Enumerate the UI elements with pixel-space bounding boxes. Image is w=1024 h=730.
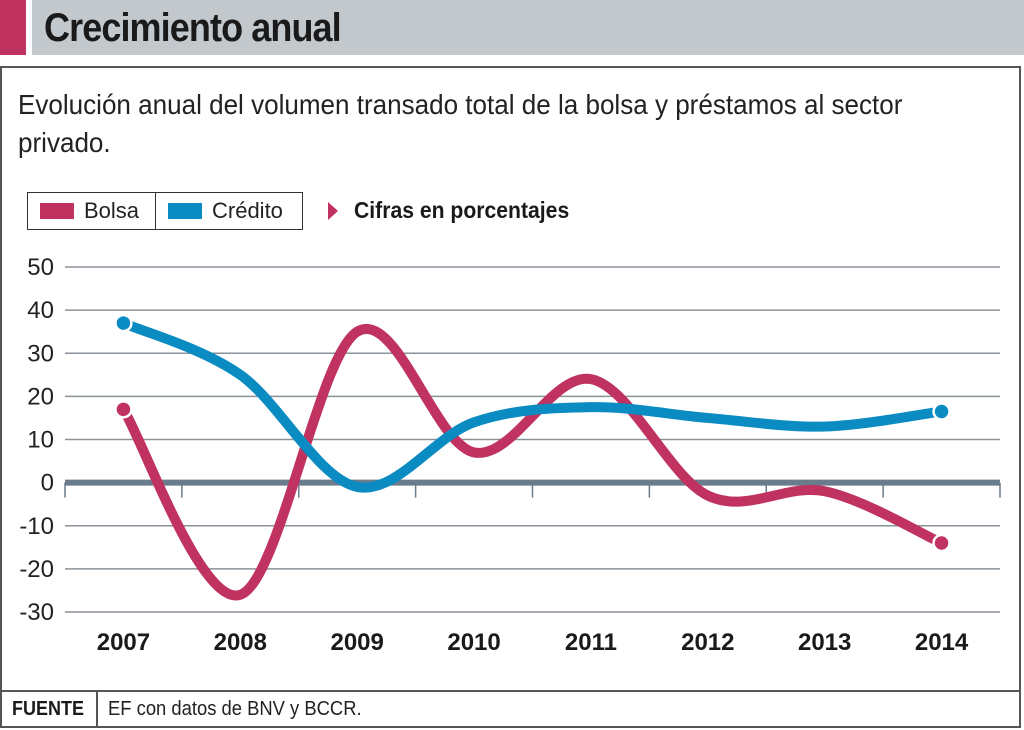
header-accent-bar — [0, 0, 26, 55]
x-tick-label: 2010 — [447, 629, 500, 656]
legend: Bolsa Crédito — [27, 192, 303, 230]
x-tick-label: 2008 — [214, 629, 267, 656]
header-bar — [32, 0, 1024, 55]
endpoint-marker-bolsa — [114, 400, 133, 419]
zero-axis — [64, 479, 1001, 498]
x-tick-label: 2012 — [681, 629, 734, 656]
y-tick-label: 50 — [27, 254, 54, 281]
x-tick-label: 2014 — [915, 629, 969, 656]
endpoint-marker-crdito — [932, 402, 951, 421]
units-note-text: Cifras en porcentajes — [354, 197, 570, 223]
legend-label-credito: Crédito — [212, 198, 283, 223]
x-axis-ticks: 2007 2008 2009 2010 2011 2012 2013 2014 — [97, 629, 969, 656]
units-note: Cifras en porcentajes — [328, 197, 588, 224]
y-tick-label: 20 — [27, 383, 54, 410]
source-label: FUENTE — [12, 698, 84, 720]
y-tick-label: 0 — [41, 470, 54, 497]
gridlines — [65, 266, 1000, 613]
legend-item-bolsa: Bolsa — [28, 193, 156, 229]
y-tick-label: -20 — [19, 556, 54, 583]
y-tick-label: -10 — [19, 513, 54, 540]
y-axis-ticks: 50 40 30 20 10 0 -10 -20 -30 — [19, 254, 54, 626]
endpoint-marker-crdito — [114, 313, 133, 333]
footer-divider — [0, 690, 1021, 692]
x-tick-label: 2009 — [330, 629, 383, 656]
legend-label-bolsa: Bolsa — [84, 198, 140, 223]
source-text: EF con datos de BNV y BCCR. — [108, 698, 362, 720]
triangle-right-icon — [328, 201, 338, 220]
series-lines — [114, 313, 951, 601]
chart-frame — [0, 66, 1021, 728]
legend-item-credito: Crédito — [156, 193, 302, 229]
series-line-bolsa — [118, 324, 947, 601]
y-tick-label: 10 — [27, 427, 54, 454]
endpoint-marker-bolsa — [932, 533, 951, 553]
y-tick-label: 40 — [27, 297, 54, 324]
page-title: Crecimiento anual — [44, 6, 342, 50]
chart-subtitle: Evolución anual del volumen transado tot… — [18, 89, 903, 158]
series-line-crdito — [118, 318, 947, 493]
y-tick-label: 30 — [27, 340, 54, 367]
x-tick-label: 2011 — [565, 629, 617, 656]
x-tick-label: 2013 — [798, 629, 851, 656]
footer-separator — [96, 692, 98, 728]
x-tick-label: 2007 — [97, 629, 150, 656]
y-tick-label: -30 — [19, 599, 54, 626]
legend-swatch-bolsa — [40, 203, 74, 219]
legend-swatch-credito — [168, 203, 202, 219]
